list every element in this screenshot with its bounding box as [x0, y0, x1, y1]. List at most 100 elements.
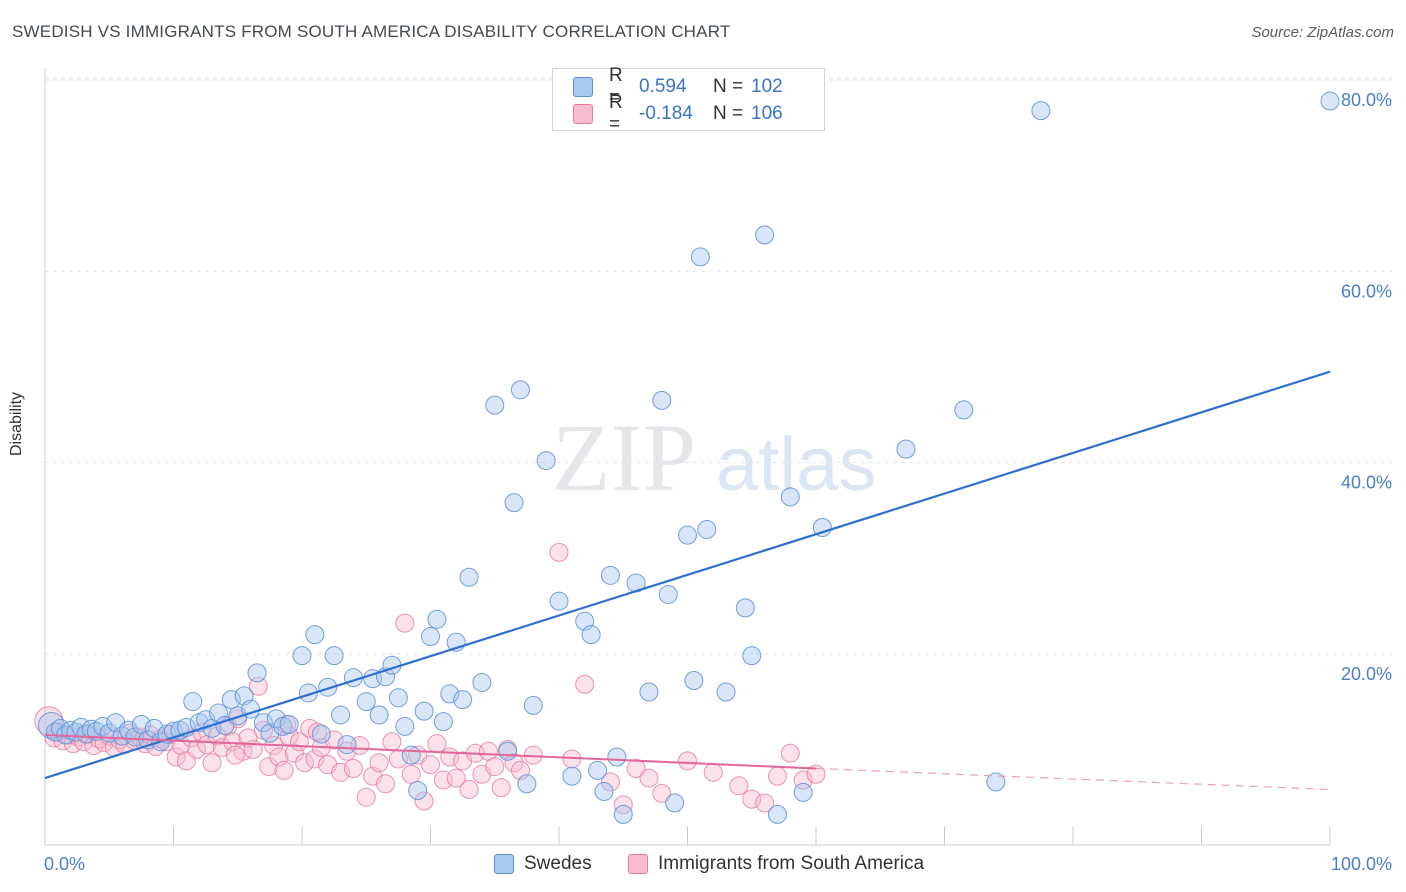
immigrants-point	[806, 764, 826, 784]
immigrants-point	[331, 762, 351, 782]
swedes-point	[472, 672, 492, 692]
swedes-point	[510, 380, 530, 400]
immigrants-point	[485, 757, 505, 777]
x-tick-label-0: 0.0%	[44, 854, 85, 874]
swedes-point	[369, 705, 389, 725]
swedes-point	[652, 390, 672, 410]
swedes-point	[266, 709, 286, 729]
swedes-point	[356, 692, 376, 712]
swedes-point	[735, 598, 755, 618]
y-tick-label-20: 20.0%	[1341, 664, 1392, 684]
swedes-point	[427, 609, 447, 629]
immigrants-point	[401, 764, 421, 784]
bottom-legend-label-swedes: Swedes	[524, 853, 592, 874]
swedes-point	[716, 682, 736, 702]
y-tick-label-40: 40.0%	[1341, 473, 1392, 493]
immigrants-point	[491, 778, 511, 798]
swedes-point	[273, 716, 293, 736]
immigrants-point	[729, 776, 749, 796]
swedes-point	[639, 682, 659, 702]
immigrants-point	[238, 728, 258, 748]
x-tick-label-100: 100.0%	[1331, 854, 1392, 874]
immigrants-point	[305, 749, 325, 769]
swedes-point	[697, 519, 717, 539]
swedes-point	[780, 487, 800, 507]
swedes-point	[401, 745, 421, 765]
tick-labels: 20.0% 40.0% 60.0% 80.0% 0.0% 100.0%	[44, 90, 1392, 874]
immigrants-point	[202, 753, 222, 773]
swedes-point	[549, 591, 569, 611]
swedes-point	[221, 690, 241, 710]
swedes-point	[421, 627, 440, 647]
swedes-point	[440, 684, 460, 704]
immigrants-point	[337, 741, 357, 761]
swedes-point	[954, 400, 974, 420]
axes	[44, 68, 1331, 846]
swedes-point	[388, 688, 408, 708]
swedes-point	[498, 741, 518, 761]
legend-n-value: 106	[751, 103, 783, 124]
immigrants-point	[767, 766, 787, 786]
immigrants-point	[600, 772, 620, 792]
swedes-point	[459, 567, 479, 587]
swedes-point	[337, 735, 357, 755]
y-tick-label-60: 60.0%	[1341, 281, 1392, 301]
immigrants-point	[166, 747, 186, 767]
swedes-point	[742, 646, 762, 666]
swedes-point	[896, 439, 916, 459]
correlation-legend: R = 0.594 N = 102 R = -0.184 N = 106	[552, 65, 825, 135]
legend-row-immigrants: R = -0.184 N = 106	[573, 92, 783, 135]
swedes-point	[215, 715, 235, 735]
legend-r-label: R =	[609, 92, 623, 135]
swedes-point	[613, 804, 633, 824]
swedes-point	[600, 565, 620, 585]
immigrants-point	[284, 743, 304, 763]
swedes-point	[523, 695, 543, 715]
immigrants-point	[295, 753, 315, 773]
immigrants-point	[343, 759, 363, 778]
immigrants-point	[780, 743, 800, 763]
legend-n-label: N =	[713, 76, 744, 97]
swedes-point	[408, 780, 428, 800]
swedes-point	[755, 225, 775, 245]
swedes-point	[536, 451, 556, 471]
immigrants-point	[703, 762, 723, 782]
swedes-point	[279, 715, 299, 735]
legend-n-value: 102	[751, 76, 783, 97]
grid-lines	[45, 77, 1392, 655]
swedes-point	[292, 646, 312, 666]
series-immigrants-points	[34, 542, 826, 815]
immigrants-point	[225, 745, 245, 765]
swedes-point	[1320, 91, 1340, 111]
watermark-atlas: atlas	[716, 422, 877, 507]
immigrants-point	[575, 674, 595, 694]
legend-r-value: -0.184	[639, 103, 693, 124]
swedes-point	[305, 625, 325, 645]
immigrants-point	[395, 613, 415, 633]
immigrants-trend-extension	[815, 767, 1331, 791]
immigrants-point	[742, 789, 762, 809]
bottom-legend-swatch-immigrants	[628, 854, 648, 874]
bottom-legend-label-immigrants: Immigrants from South America	[658, 853, 925, 874]
legend-swatch-immigrants	[573, 104, 593, 124]
immigrants-point	[755, 793, 775, 813]
swedes-point	[253, 713, 273, 733]
swedes-point	[318, 677, 338, 697]
swedes-point	[324, 646, 344, 666]
immigrants-point	[613, 795, 633, 815]
legend-swatch-swedes	[573, 77, 593, 97]
swedes-point	[986, 772, 1006, 792]
swedes-point	[684, 671, 704, 691]
legend-r-value: 0.594	[639, 76, 687, 97]
immigrants-point	[274, 760, 294, 780]
swedes-point	[1031, 101, 1051, 121]
immigrants-point	[369, 753, 389, 773]
immigrants-point	[626, 759, 646, 778]
swedes-point	[562, 766, 582, 786]
swedes-point	[517, 774, 537, 794]
swedes-point	[678, 525, 697, 545]
immigrants-point	[639, 768, 659, 788]
swedes-point	[767, 804, 787, 824]
trend-lines	[44, 370, 1331, 791]
